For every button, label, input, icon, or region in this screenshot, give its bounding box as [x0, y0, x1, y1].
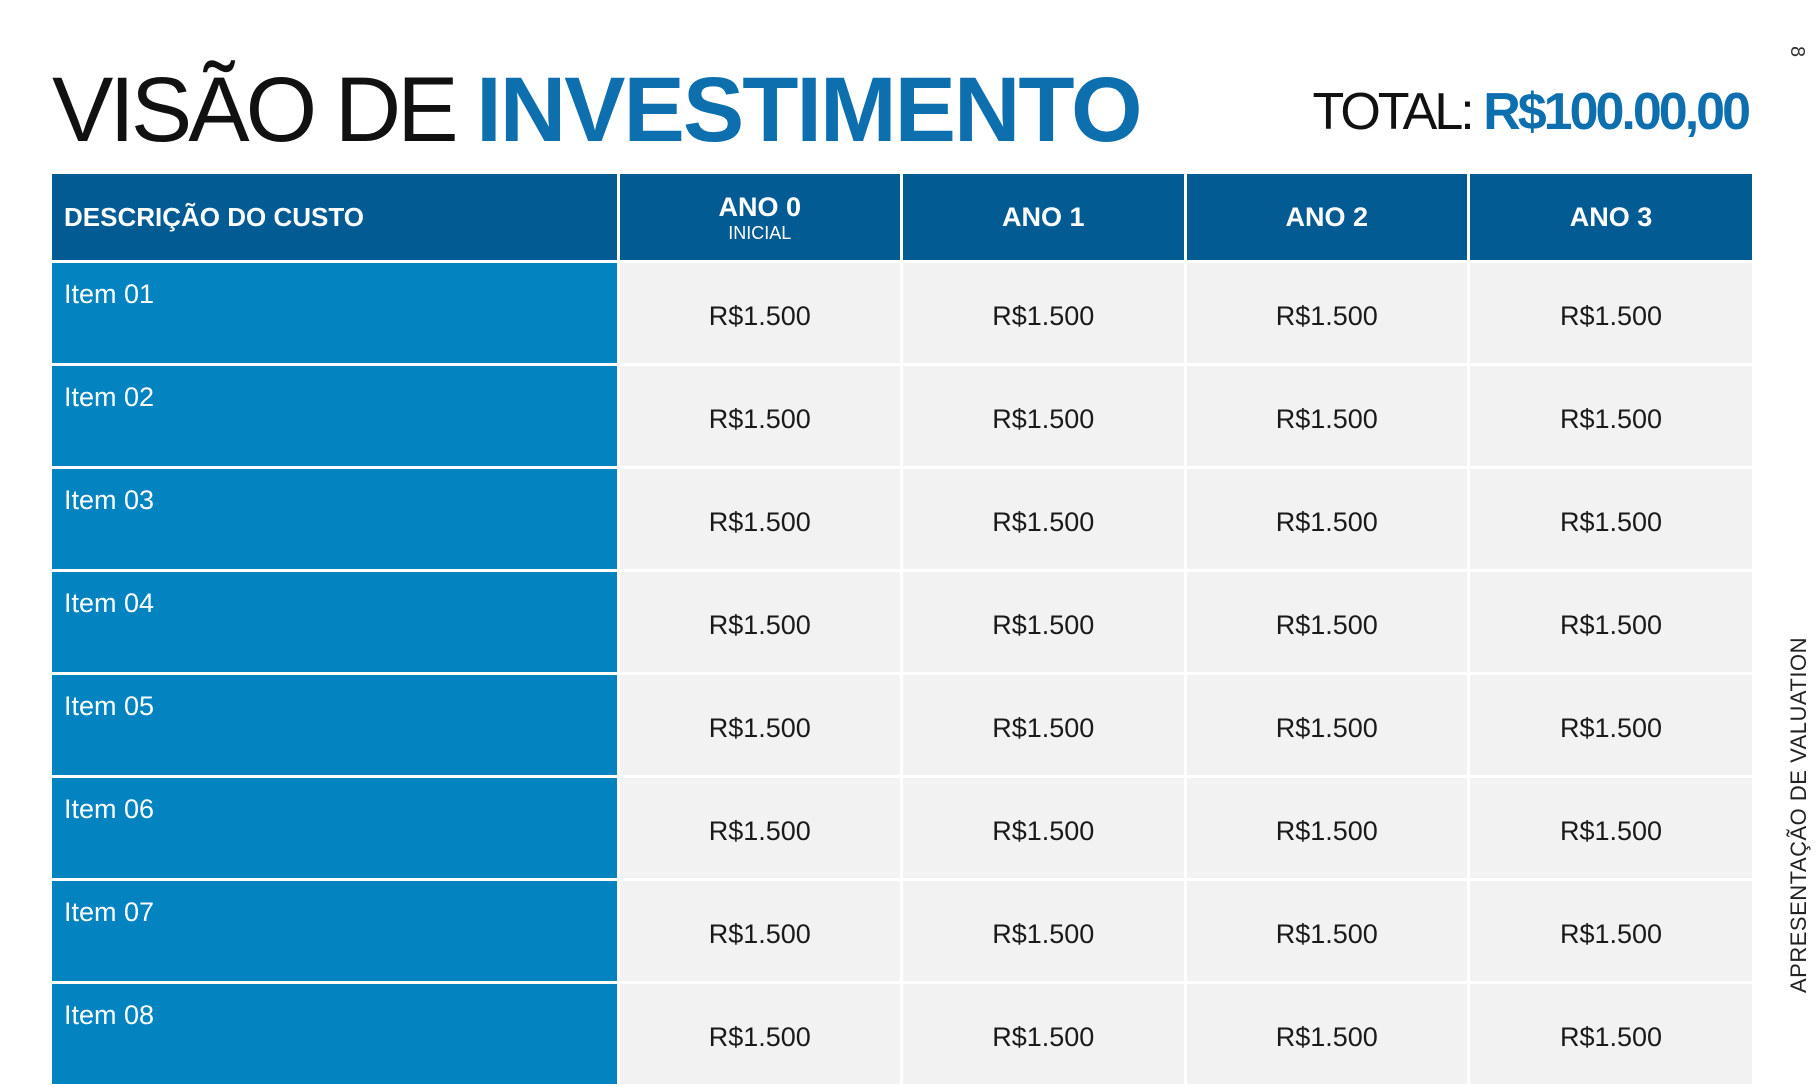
table-row: Item 06 R$1.500 R$1.500 R$1.500 R$1.500 — [52, 776, 1752, 881]
total-label: TOTAL: — [1312, 83, 1475, 141]
cell-value: R$1.500 — [1468, 467, 1752, 572]
row-item-label: Item 06 — [52, 776, 620, 881]
cell-value: R$1.500 — [1185, 364, 1470, 469]
cell-value: R$1.500 — [618, 570, 903, 675]
year-label: ANO 1 — [1001, 202, 1085, 232]
cell-value: R$1.500 — [1468, 879, 1752, 984]
row-item-label: Item 04 — [52, 570, 620, 675]
side-label-container: APRESENTAÇÃO DE VALUATION — [1784, 637, 1814, 993]
header-year-0: ANO 0 INICIAL — [618, 174, 903, 263]
cell-value: R$1.500 — [1468, 261, 1752, 366]
cell-value: R$1.500 — [618, 776, 903, 881]
cell-value: R$1.500 — [1468, 982, 1752, 1087]
cell-value: R$1.500 — [1185, 673, 1470, 778]
cell-value: R$1.500 — [1468, 673, 1752, 778]
table-row: Item 03 R$1.500 R$1.500 R$1.500 R$1.500 — [52, 467, 1752, 572]
cell-value: R$1.500 — [618, 982, 903, 1087]
table-row: Item 05 R$1.500 R$1.500 R$1.500 R$1.500 — [52, 673, 1752, 778]
row-item-label: Item 07 — [52, 879, 620, 984]
cell-value: R$1.500 — [901, 261, 1187, 366]
investment-table: DESCRIÇÃO DO CUSTO ANO 0 INICIAL ANO 1 AN… — [52, 174, 1752, 1087]
cell-value: R$1.500 — [901, 879, 1187, 984]
cell-value: R$1.500 — [618, 467, 903, 572]
title-plain: VISÃO DE — [52, 59, 459, 161]
cell-value: R$1.500 — [618, 879, 903, 984]
table-row: Item 07 R$1.500 R$1.500 R$1.500 R$1.500 — [52, 879, 1752, 984]
table-row: Item 08 R$1.500 R$1.500 R$1.500 R$1.500 — [52, 982, 1752, 1087]
cell-value: R$1.500 — [618, 364, 903, 469]
year-sublabel: INICIAL — [728, 223, 792, 243]
table-row: Item 02 R$1.500 R$1.500 R$1.500 R$1.500 — [52, 364, 1752, 469]
cell-value: R$1.500 — [1468, 570, 1752, 675]
header-year-3: ANO 3 — [1468, 174, 1752, 263]
row-item-label: Item 03 — [52, 467, 620, 572]
header-year-1: ANO 1 — [901, 174, 1187, 263]
table-row: Item 04 R$1.500 R$1.500 R$1.500 R$1.500 — [52, 570, 1752, 675]
cell-value: R$1.500 — [901, 982, 1187, 1087]
cell-value: R$1.500 — [901, 673, 1187, 778]
cell-value: R$1.500 — [1185, 776, 1470, 881]
cell-value: R$1.500 — [618, 261, 903, 366]
year-label: ANO 3 — [1569, 202, 1653, 232]
page-number: 8 — [1785, 45, 1808, 58]
table-header-row: DESCRIÇÃO DO CUSTO ANO 0 INICIAL ANO 1 AN… — [52, 174, 1752, 263]
cell-value: R$1.500 — [901, 570, 1187, 675]
row-item-label: Item 05 — [52, 673, 620, 778]
cell-value: R$1.500 — [1468, 364, 1752, 469]
row-item-label: Item 08 — [52, 982, 620, 1087]
cell-value: R$1.500 — [1185, 467, 1470, 572]
cell-value: R$1.500 — [1185, 879, 1470, 984]
total-summary: TOTAL: R$100.00,00 — [1312, 82, 1751, 142]
total-value: R$100.00,00 — [1483, 83, 1751, 141]
side-label: APRESENTAÇÃO DE VALUATION — [1786, 636, 1811, 994]
title-accent: INVESTIMENTO — [476, 59, 1142, 161]
cell-value: R$1.500 — [901, 364, 1187, 469]
cell-value: R$1.500 — [1185, 261, 1470, 366]
year-label: ANO 2 — [1285, 202, 1369, 232]
cell-value: R$1.500 — [1185, 982, 1470, 1087]
header-year-2: ANO 2 — [1185, 174, 1470, 263]
header-cost-description: DESCRIÇÃO DO CUSTO — [52, 174, 620, 263]
cell-value: R$1.500 — [901, 467, 1187, 572]
cell-value: R$1.500 — [1185, 570, 1470, 675]
cell-value: R$1.500 — [618, 673, 903, 778]
row-item-label: Item 01 — [52, 261, 620, 366]
slide-title: VISÃO DE INVESTIMENTO — [52, 59, 1143, 161]
row-item-label: Item 02 — [52, 364, 620, 469]
cell-value: R$1.500 — [901, 776, 1187, 881]
year-label: ANO 0 — [718, 192, 802, 222]
table-row: Item 01 R$1.500 R$1.500 R$1.500 R$1.500 — [52, 261, 1752, 366]
cell-value: R$1.500 — [1468, 776, 1752, 881]
